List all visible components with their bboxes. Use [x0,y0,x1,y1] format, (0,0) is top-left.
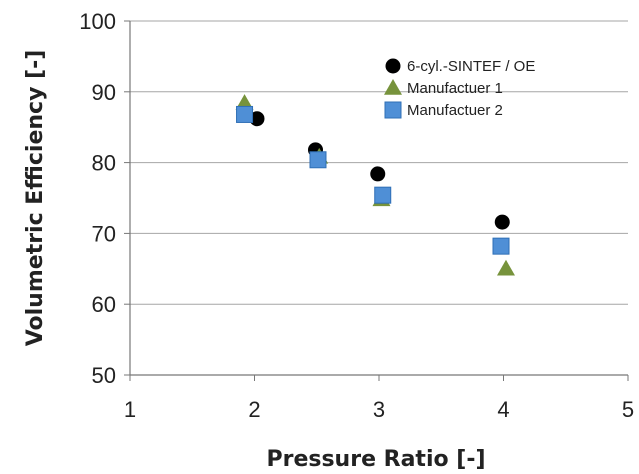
legend: 6-cyl.-SINTEF / OE Manufactuer 1 Manufactu… [384,58,535,119]
x-axis-title: Pressure Ratio [-] [266,447,485,472]
point-circle-0 [249,111,265,127]
x-tick-label-1: 1 [124,397,136,422]
grid-lines [130,20,628,305]
y-tick-label-90: 90 [92,80,116,105]
legend-label-1: Manufactuer 1 [407,80,503,97]
y-tick-label-50: 50 [92,363,116,388]
legend-label-0: 6-cyl.-SINTEF / OE [407,58,535,75]
point-square-3 [492,237,510,255]
y-tick-label-70: 70 [92,221,116,246]
x-tick-label-4: 4 [497,397,509,422]
point-square-0 [236,105,254,123]
point-triangle-0 [235,94,254,110]
point-square-2 [374,186,392,204]
y-axis-title: Volumetric Efficiency [-] [23,50,48,347]
x-tick-labels: 1 2 3 4 5 [124,397,634,422]
y-tick-labels: 50 60 70 80 90 100 [79,9,116,388]
point-square-1 [309,151,327,169]
axes [124,20,629,381]
x-tick-label-5: 5 [622,397,634,422]
legend-marker-circle [385,58,401,74]
point-circle-2 [370,166,386,182]
y-tick-label-100: 100 [79,9,116,34]
data-points [235,94,515,276]
legend-marker-square [384,101,402,119]
point-circle-3 [494,214,510,230]
y-tick-label-60: 60 [92,292,116,317]
legend-marker-triangle [384,79,402,95]
y-tick-label-80: 80 [92,151,116,176]
x-tick-label-3: 3 [373,397,385,422]
point-triangle-3 [496,259,515,276]
x-tick-label-2: 2 [248,397,260,422]
legend-label-2: Manufactuer 2 [407,102,503,119]
